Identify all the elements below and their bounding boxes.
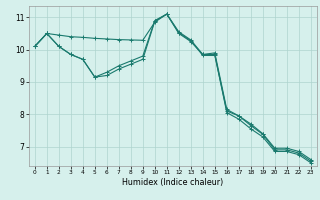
X-axis label: Humidex (Indice chaleur): Humidex (Indice chaleur) [122,178,223,187]
